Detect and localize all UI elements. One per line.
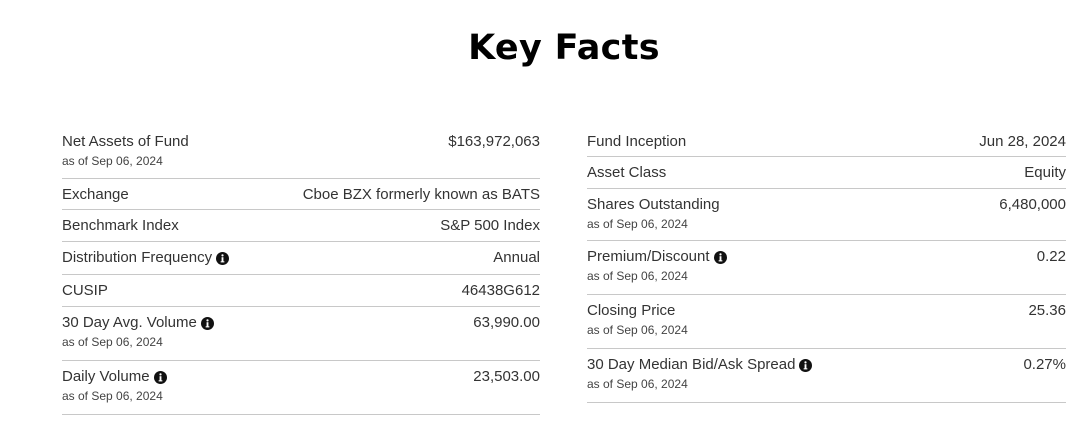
fact-value: Annual	[493, 249, 540, 266]
info-circle-icon[interactable]	[153, 370, 167, 384]
fact-value: 6,480,000	[999, 196, 1066, 213]
fact-label: CUSIP	[62, 282, 108, 299]
fact-row-net-assets: Net Assets of Fund as of Sep 06, 2024 $1…	[62, 126, 540, 179]
info-circle-icon[interactable]	[799, 358, 813, 372]
fact-row-median-bid-ask-spread: 30 Day Median Bid/Ask Spread as of Sep 0…	[587, 349, 1066, 403]
fact-row-distribution-frequency: Distribution Frequency Annual	[62, 242, 540, 275]
fact-value: 0.27%	[1023, 356, 1066, 373]
fact-value: Equity	[1024, 164, 1066, 181]
fact-label: Exchange	[62, 186, 129, 203]
fact-asof: as of Sep 06, 2024	[62, 335, 163, 349]
fact-asof: as of Sep 06, 2024	[587, 377, 688, 391]
info-circle-icon[interactable]	[216, 251, 230, 265]
fact-row-asset-class: Asset Class Equity	[587, 157, 1066, 189]
fact-label: Premium/Discount	[587, 248, 710, 265]
fact-asof: as of Sep 06, 2024	[62, 154, 163, 168]
fact-value: 63,990.00	[473, 314, 540, 331]
fact-row-fund-inception: Fund Inception Jun 28, 2024	[587, 126, 1066, 157]
fact-value: Cboe BZX formerly known as BATS	[302, 186, 540, 203]
fact-label: 30 Day Median Bid/Ask Spread	[587, 356, 796, 373]
fact-value: 0.22	[1036, 248, 1066, 265]
fact-value: Jun 28, 2024	[979, 133, 1066, 150]
fact-row-closing-price: Closing Price as of Sep 06, 2024 25.36	[587, 295, 1066, 349]
fact-label: 30 Day Avg. Volume	[62, 314, 197, 331]
fact-row-exchange: Exchange Cboe BZX formerly known as BATS	[62, 179, 540, 210]
fact-value: 46438G612	[461, 282, 540, 299]
fact-row-30-day-avg-volume: 30 Day Avg. Volume as of Sep 06, 2024 63…	[62, 307, 540, 361]
fact-label: Distribution Frequency	[62, 249, 213, 266]
key-facts-left-column: Net Assets of Fund as of Sep 06, 2024 $1…	[62, 126, 540, 415]
fact-label: Benchmark Index	[62, 217, 179, 234]
fact-asof: as of Sep 06, 2024	[587, 269, 688, 283]
fact-label: Shares Outstanding	[587, 196, 720, 213]
fact-value: $163,972,063	[448, 133, 540, 150]
fact-label: Daily Volume	[62, 368, 150, 385]
fact-row-shares-outstanding: Shares Outstanding as of Sep 06, 2024 6,…	[587, 189, 1066, 241]
fact-label: Asset Class	[587, 164, 667, 181]
fact-value: 25.36	[1028, 302, 1066, 319]
fact-label: Net Assets of Fund	[62, 133, 189, 150]
fact-label: Fund Inception	[587, 133, 687, 150]
key-facts-right-column: Fund Inception Jun 28, 2024 Asset Class …	[587, 126, 1066, 403]
fact-label: Closing Price	[587, 302, 676, 319]
fact-asof: as of Sep 06, 2024	[587, 217, 688, 231]
fact-asof: as of Sep 06, 2024	[587, 323, 688, 337]
fact-row-premium-discount: Premium/Discount as of Sep 06, 2024 0.22	[587, 241, 1066, 295]
info-circle-icon[interactable]	[200, 316, 214, 330]
fact-row-cusip: CUSIP 46438G612	[62, 275, 540, 307]
fact-row-daily-volume: Daily Volume as of Sep 06, 2024 23,503.0…	[62, 361, 540, 415]
info-circle-icon[interactable]	[713, 250, 727, 264]
fact-row-benchmark-index: Benchmark Index S&P 500 Index	[62, 210, 540, 242]
page-title: Key Facts	[468, 28, 660, 68]
fact-value: S&P 500 Index	[440, 217, 540, 234]
fact-value: 23,503.00	[473, 368, 540, 385]
fact-asof: as of Sep 06, 2024	[62, 389, 163, 403]
